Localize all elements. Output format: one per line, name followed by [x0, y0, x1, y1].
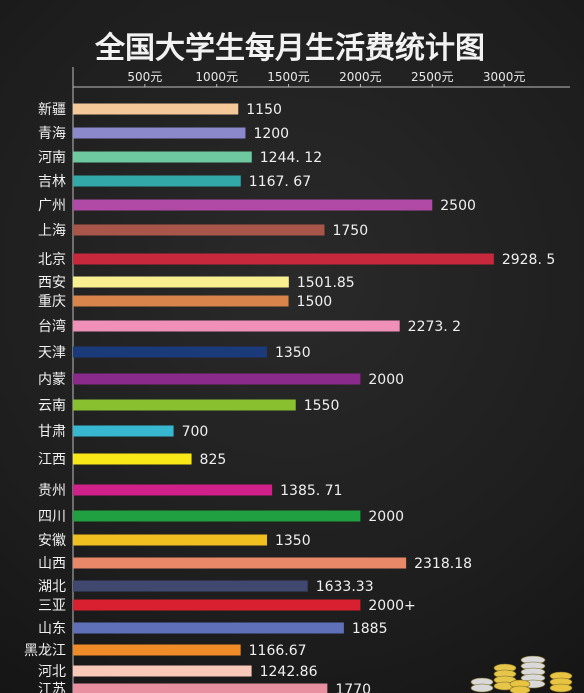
coin-icon [549, 683, 573, 693]
value-label: 1150 [246, 102, 282, 118]
category-label: 西安 [38, 275, 66, 291]
bar [73, 580, 308, 592]
bar [73, 175, 241, 187]
category-label: 湖北 [38, 579, 66, 595]
value-label: 1633.33 [316, 579, 374, 595]
value-label: 2000 [368, 372, 404, 388]
category-label: 新疆 [38, 102, 66, 118]
category-label: 台湾 [38, 318, 66, 335]
category-label: 四川 [38, 509, 66, 525]
value-label: 1885 [352, 621, 388, 637]
bar [73, 199, 433, 211]
category-label: 安徽 [38, 533, 66, 549]
value-label: 1244. 12 [260, 150, 322, 166]
value-label: 2928. 5 [502, 252, 555, 268]
x-tick-label: 500元 [127, 70, 162, 84]
value-label: 1167. 67 [249, 174, 311, 190]
value-label: 1200 [253, 126, 289, 142]
x-tick-label: 2500元 [411, 70, 454, 84]
category-label: 广州 [38, 198, 66, 214]
bar [73, 151, 252, 163]
value-label: 1242.86 [260, 664, 318, 680]
category-label: 甘肃 [38, 424, 66, 440]
category-label: 贵州 [38, 483, 66, 499]
value-label: 1550 [304, 398, 340, 414]
bar [73, 534, 267, 546]
value-label: 1770 [335, 682, 371, 693]
bars [73, 103, 494, 693]
x-tick-label: 1500元 [267, 70, 310, 84]
bar [73, 399, 296, 411]
category-labels: 新疆青海河南吉林广州上海北京西安重庆台湾天津内蒙云南甘肃江西贵州四川安徽山西湖北… [24, 102, 66, 693]
x-tick-labels: 500元 1000元 1500元 2000元 2500元 3000元 [127, 70, 525, 87]
x-tick-label: 1000元 [195, 70, 238, 84]
bar [73, 557, 407, 569]
bar [73, 484, 273, 496]
value-label: 1750 [332, 223, 368, 239]
category-label: 上海 [38, 223, 66, 239]
value-label: 2000 [368, 509, 404, 525]
bar [73, 346, 267, 358]
value-label: 2000+ [368, 598, 415, 614]
bar [73, 320, 400, 332]
category-label: 天津 [38, 345, 66, 361]
category-label: 三亚 [38, 598, 66, 614]
x-tick-label: 3000元 [483, 70, 526, 84]
bar [73, 599, 361, 611]
bar [73, 510, 361, 522]
coin-icon [470, 683, 494, 693]
category-label: 青海 [38, 126, 66, 142]
category-label: 江西 [38, 452, 66, 468]
bar [73, 276, 289, 288]
bar [73, 665, 252, 677]
bar [73, 644, 241, 656]
bar [73, 127, 246, 139]
bar [73, 224, 325, 236]
value-label: 2500 [440, 198, 476, 214]
value-label: 1500 [297, 294, 333, 310]
bar [73, 103, 239, 115]
category-label: 内蒙 [38, 372, 66, 388]
value-label: 1501.85 [297, 275, 355, 291]
value-label: 2273. 2 [408, 319, 461, 335]
category-label: 北京 [38, 252, 66, 268]
category-label: 云南 [38, 398, 66, 414]
value-label: 1166.67 [249, 643, 307, 659]
category-label: 河北 [38, 664, 66, 680]
category-label: 山东 [38, 621, 66, 637]
bar [73, 683, 328, 693]
value-labels: 1150 1200 1244. 12 1167. 67 2500 1750 2928. 5 1… [182, 102, 556, 693]
category-label: 黑龙江 [24, 643, 66, 659]
coin-icon [509, 685, 531, 693]
bar [73, 295, 289, 307]
value-label: 1385. 71 [280, 483, 342, 499]
value-label: 1350 [275, 345, 311, 361]
bar [73, 425, 174, 437]
x-tick-label: 2000元 [339, 70, 382, 84]
value-label: 2318.18 [414, 556, 472, 572]
bar [73, 253, 494, 265]
category-label: 江苏 [38, 682, 66, 693]
category-label: 重庆 [38, 294, 66, 310]
coin-stack-decoration [470, 655, 573, 693]
category-label: 河南 [38, 150, 66, 166]
bar [73, 453, 192, 465]
bar [73, 373, 361, 385]
value-label: 825 [200, 452, 227, 468]
category-label: 吉林 [38, 174, 66, 190]
value-label: 1350 [275, 533, 311, 549]
bar [73, 622, 344, 634]
chart-title: 全国大学生每月生活费统计图 [94, 31, 485, 66]
value-label: 700 [182, 424, 209, 440]
category-label: 山西 [38, 556, 66, 572]
